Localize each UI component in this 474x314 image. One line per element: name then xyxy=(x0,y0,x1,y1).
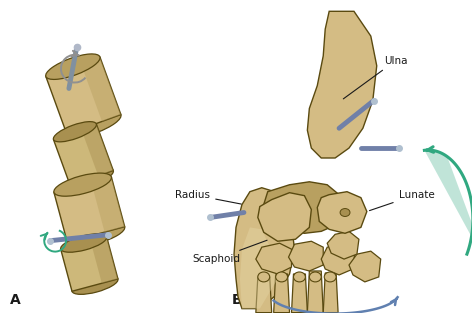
Polygon shape xyxy=(54,177,125,242)
Ellipse shape xyxy=(276,272,288,282)
Polygon shape xyxy=(91,177,125,232)
Ellipse shape xyxy=(324,272,336,282)
Polygon shape xyxy=(317,192,367,233)
Ellipse shape xyxy=(67,223,125,246)
Polygon shape xyxy=(46,57,121,134)
Polygon shape xyxy=(349,251,381,282)
Ellipse shape xyxy=(46,54,100,79)
Ellipse shape xyxy=(67,112,121,137)
Text: B: B xyxy=(232,293,243,307)
Polygon shape xyxy=(61,237,118,291)
Polygon shape xyxy=(54,124,113,186)
Polygon shape xyxy=(234,188,294,309)
Polygon shape xyxy=(82,124,113,176)
Polygon shape xyxy=(240,227,278,309)
Ellipse shape xyxy=(258,272,270,282)
Polygon shape xyxy=(273,274,290,313)
Polygon shape xyxy=(81,57,121,122)
Ellipse shape xyxy=(54,122,96,142)
Ellipse shape xyxy=(61,234,107,252)
Ellipse shape xyxy=(72,276,118,294)
Polygon shape xyxy=(258,193,311,241)
Polygon shape xyxy=(256,277,272,313)
Polygon shape xyxy=(323,273,338,313)
Text: Radius: Radius xyxy=(175,190,241,204)
Polygon shape xyxy=(292,274,307,313)
Polygon shape xyxy=(424,150,474,239)
Polygon shape xyxy=(307,11,377,158)
Polygon shape xyxy=(307,271,323,313)
Polygon shape xyxy=(327,231,359,259)
Polygon shape xyxy=(263,182,343,233)
Polygon shape xyxy=(91,237,118,283)
Ellipse shape xyxy=(293,272,305,282)
Ellipse shape xyxy=(70,168,113,188)
Ellipse shape xyxy=(54,173,111,196)
Ellipse shape xyxy=(310,272,321,282)
Ellipse shape xyxy=(340,208,350,216)
Polygon shape xyxy=(321,244,355,275)
Polygon shape xyxy=(289,241,323,271)
Text: A: A xyxy=(10,293,21,307)
Polygon shape xyxy=(256,243,292,274)
Text: Ulna: Ulna xyxy=(343,56,407,99)
Text: Scaphoid: Scaphoid xyxy=(192,240,267,264)
Text: Lunate: Lunate xyxy=(369,190,434,211)
